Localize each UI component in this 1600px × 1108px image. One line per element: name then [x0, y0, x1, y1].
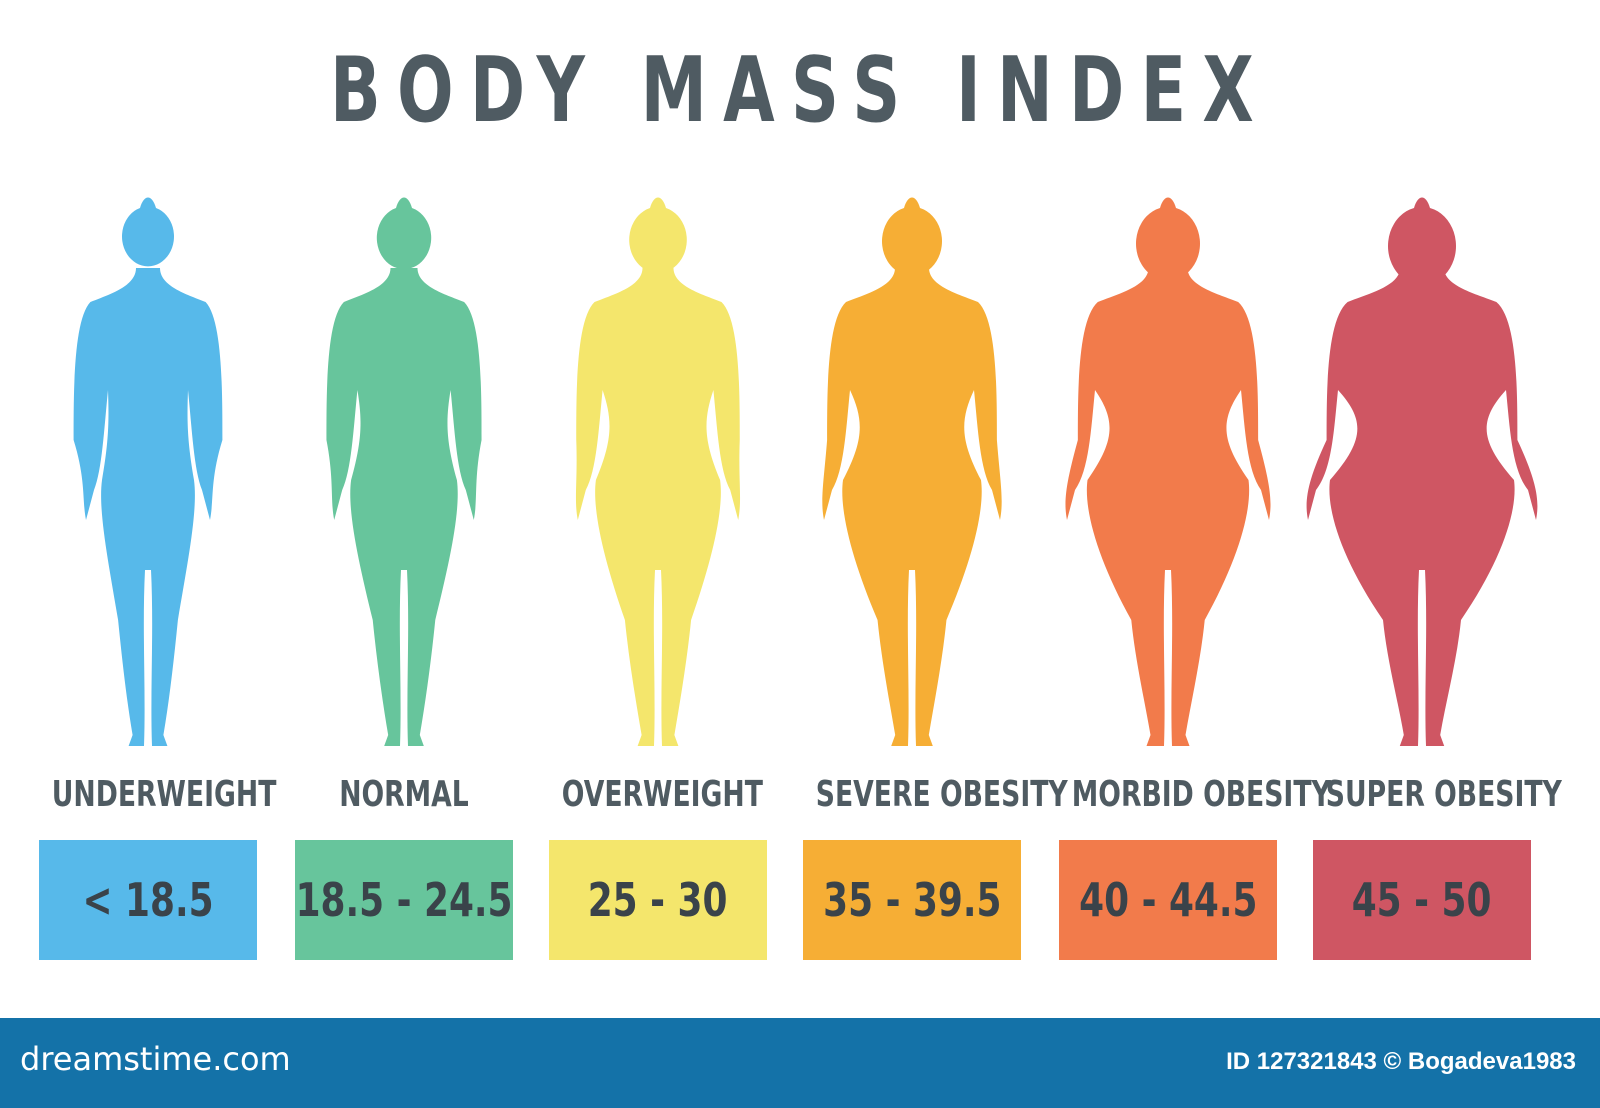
- figure-overweight: [528, 190, 788, 770]
- bmi-range-box: 18.5 - 24.5: [295, 840, 513, 960]
- category-label: NORMAL: [339, 774, 469, 815]
- bmi-range-value: 45 - 50: [1352, 873, 1492, 927]
- bmi-range-box: 40 - 44.5: [1059, 840, 1277, 960]
- figures-row: [0, 190, 1600, 770]
- category-label: UNDERWEIGHT: [51, 774, 277, 815]
- body-silhouette-icon: [822, 197, 1002, 746]
- bmi-range-box: < 18.5: [39, 840, 257, 960]
- bmi-range-box: 45 - 50: [1313, 840, 1531, 960]
- body-silhouette: [1065, 197, 1271, 746]
- body-silhouette-icon: [326, 197, 482, 746]
- figure-morbid-obesity: [1038, 190, 1298, 770]
- figure-normal: [274, 190, 534, 770]
- bmi-range-value: 25 - 30: [588, 873, 728, 927]
- footer-bar: dreamstime.com ID 127321843 © Bogadeva19…: [0, 1018, 1600, 1108]
- bmi-range-box: 35 - 39.5: [803, 840, 1021, 960]
- category-label: SEVERE OBESITY: [815, 774, 1068, 815]
- figure-super-obesity: [1292, 190, 1552, 770]
- page-title: BODY MASS INDEX: [329, 38, 1271, 143]
- body-silhouette: [326, 197, 482, 746]
- bmi-range-value: 35 - 39.5: [822, 873, 1002, 927]
- footer-logo[interactable]: dreamstime.com: [20, 1040, 291, 1078]
- body-silhouette-icon: [1306, 197, 1538, 746]
- bmi-range-value: < 18.5: [82, 873, 214, 927]
- bmi-range-value: 18.5 - 24.5: [295, 873, 513, 927]
- body-silhouette-icon: [575, 197, 741, 746]
- category-label: OVERWEIGHT: [561, 774, 763, 815]
- body-silhouette: [73, 197, 223, 746]
- footer-credit: ID 127321843 © Bogadeva1983: [1226, 1048, 1576, 1075]
- body-silhouette-icon: [73, 197, 223, 746]
- bmi-range-box: 25 - 30: [549, 840, 767, 960]
- body-silhouette: [575, 197, 741, 746]
- category-label: SUPER OBESITY: [1325, 774, 1562, 815]
- figure-severe-obesity: [782, 190, 1042, 770]
- category-label: MORBID OBESITY: [1071, 774, 1331, 815]
- figure-underweight: [18, 190, 278, 770]
- bmi-range-value: 40 - 44.5: [1078, 873, 1258, 927]
- body-silhouette: [822, 197, 1002, 746]
- body-silhouette: [1306, 197, 1538, 746]
- body-silhouette-icon: [1065, 197, 1271, 746]
